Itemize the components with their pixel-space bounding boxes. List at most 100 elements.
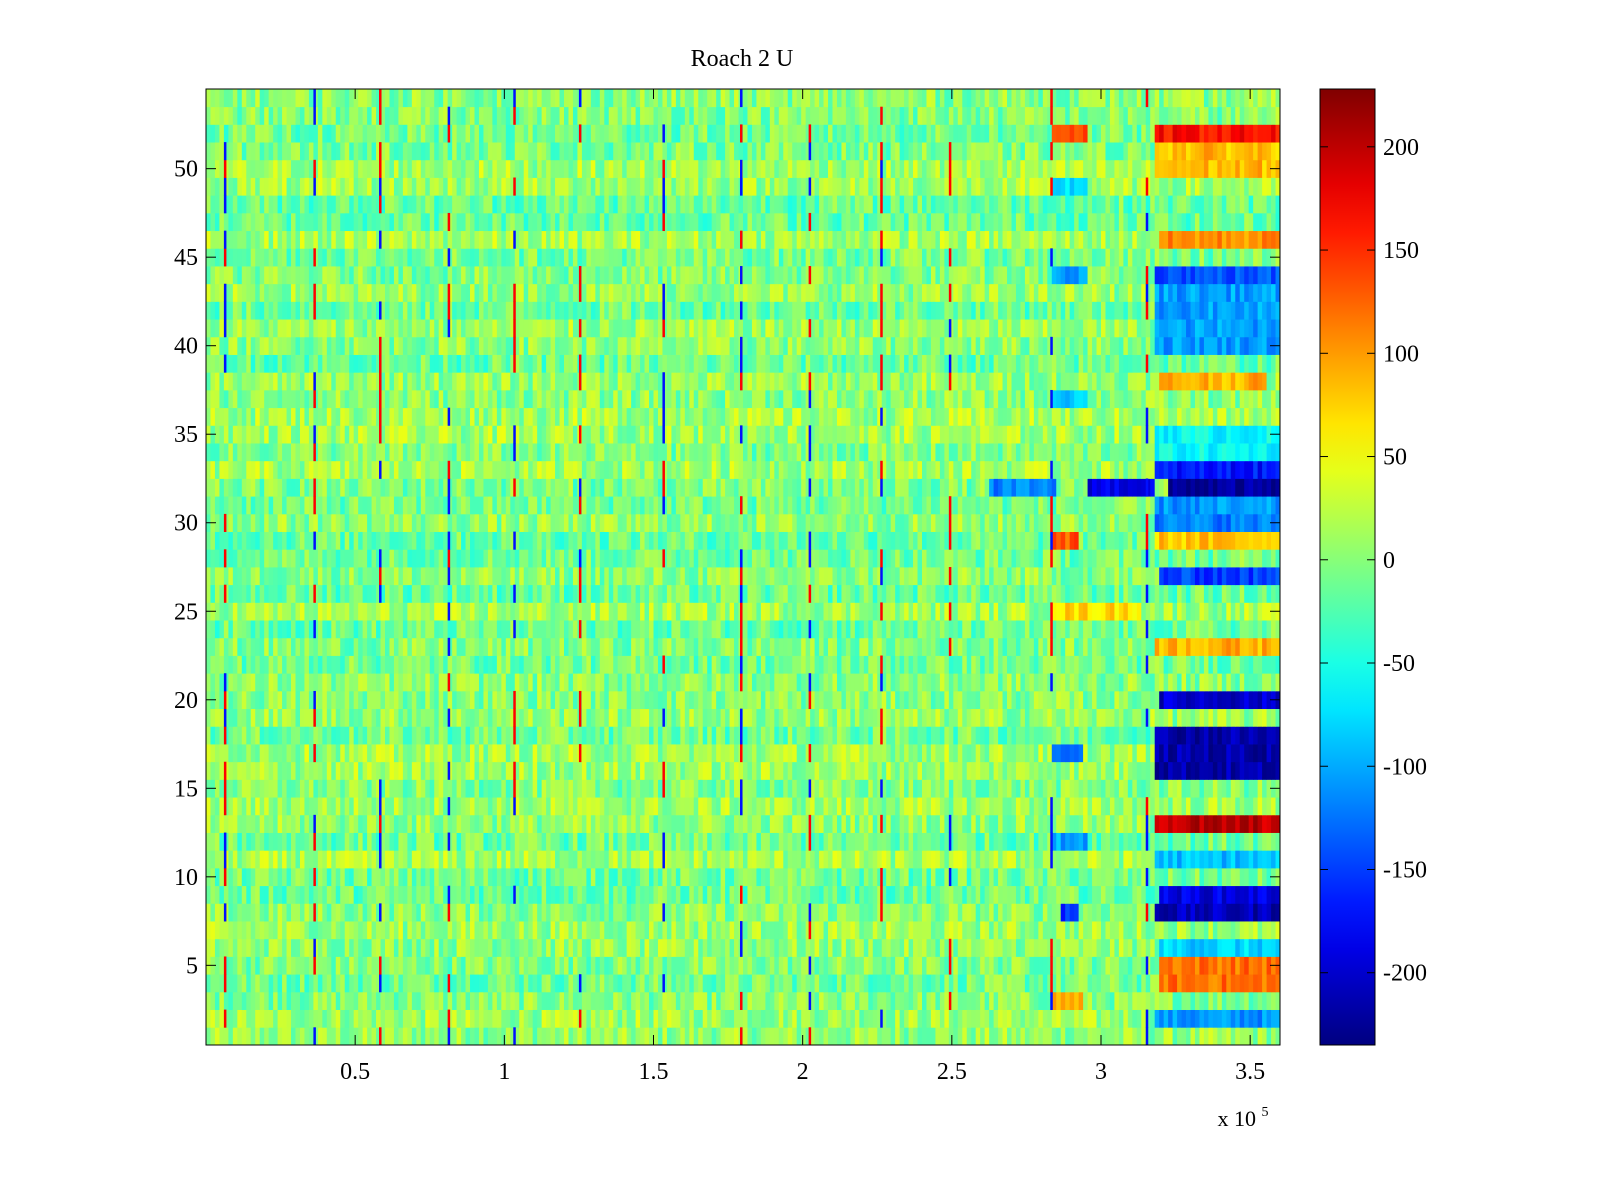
heatmap-cell (291, 885, 296, 904)
heatmap-cell (550, 850, 556, 869)
heatmap-cell (304, 673, 310, 692)
heatmap-cell (734, 903, 739, 922)
heatmap-cell (595, 814, 601, 833)
heatmap-cell (470, 761, 475, 780)
heatmap-cell (304, 956, 310, 975)
heatmap-cell (237, 779, 243, 798)
heatmap-cell (1038, 1009, 1044, 1028)
heatmap-cell (1145, 938, 1151, 957)
heatmap-cell (358, 814, 364, 833)
heatmap-cell (1181, 956, 1187, 975)
heatmap-cell (259, 938, 265, 957)
heatmap-cell (398, 814, 404, 833)
heatmap-cell (1271, 761, 1276, 780)
heatmap-cell (367, 1009, 372, 1028)
heatmap-cell (1127, 885, 1133, 904)
heatmap-cell (707, 1027, 713, 1046)
heatmap-cell (438, 761, 444, 780)
heatmap-cell (922, 938, 927, 957)
heatmap-cell (939, 761, 945, 780)
heatmap-cell (371, 850, 377, 869)
heatmap-cell (908, 991, 914, 1010)
heatmap-cell (792, 956, 798, 975)
heatmap-cell (487, 974, 493, 993)
heatmap-cell (1056, 1009, 1062, 1028)
heatmap-cell (273, 1009, 279, 1028)
heatmap-cell (1163, 779, 1169, 798)
heatmap-cell (599, 744, 605, 763)
heatmap-cell (277, 956, 283, 975)
heatmap-cell (1092, 761, 1097, 780)
heatmap-cell (1114, 797, 1120, 816)
heatmap-cell (975, 921, 981, 940)
heatmap-cell (1235, 779, 1241, 798)
heatmap-cell (1244, 761, 1250, 780)
heatmap-cell (1168, 744, 1173, 763)
heatmap-cell (537, 814, 543, 833)
heatmap-cell (268, 921, 274, 940)
heatmap-cell (944, 903, 950, 922)
heatmap-cell (295, 1009, 301, 1028)
heatmap-cell (1208, 744, 1214, 763)
heatmap-cell (277, 761, 283, 780)
heatmap-cell (783, 1009, 789, 1028)
heatmap-cell (595, 690, 601, 710)
heatmap-cell (850, 779, 856, 798)
heatmap-cell (376, 797, 381, 816)
heatmap-cell (1127, 814, 1133, 833)
heatmap-cell (264, 974, 270, 993)
heatmap-cell (626, 938, 632, 957)
heatmap-cell (586, 921, 592, 940)
heatmap-cell (989, 832, 994, 851)
heatmap-cell (286, 690, 292, 710)
heatmap-cell (877, 832, 883, 851)
heatmap-cell (702, 690, 708, 710)
heatmap-cell (385, 885, 390, 904)
heatmap-cell (1020, 991, 1026, 1010)
heatmap-cell (1262, 726, 1267, 745)
heatmap-cell (1203, 690, 1209, 710)
heatmap-cell (1181, 761, 1187, 780)
heatmap-cell (765, 779, 771, 798)
heatmap-cell (653, 938, 659, 957)
heatmap-cell (1262, 708, 1267, 727)
heatmap-cell (1038, 1027, 1044, 1046)
heatmap-cell (1007, 832, 1012, 851)
heatmap-cell (1109, 885, 1115, 904)
heatmap-cell (259, 974, 265, 993)
heatmap-cell (416, 690, 422, 710)
heatmap-cell (953, 673, 959, 692)
heatmap-cell (765, 974, 771, 993)
heatmap-cell (877, 991, 883, 1010)
heatmap-cell (447, 867, 453, 887)
heatmap-cell (836, 903, 842, 922)
heatmap-cell (966, 1027, 972, 1046)
heatmap-cell (331, 991, 337, 1010)
heatmap-cell (344, 1027, 350, 1046)
heatmap-cell (675, 797, 681, 816)
heatmap-cell (693, 903, 699, 922)
heatmap-cell (1168, 903, 1173, 922)
heatmap-cell (595, 726, 601, 745)
heatmap-cell (1150, 1027, 1156, 1046)
heatmap-cell (210, 921, 216, 940)
heatmap-cell (586, 991, 592, 1010)
heatmap-cell (604, 938, 610, 957)
heatmap-cell (810, 850, 816, 869)
heatmap-cell (487, 690, 493, 710)
heatmap-cell (890, 726, 896, 745)
heatmap-cell (845, 974, 851, 993)
heatmap-cell (747, 1027, 753, 1046)
heatmap-cell (420, 850, 426, 869)
heatmap-cell (505, 938, 511, 957)
heatmap-cell (729, 779, 735, 798)
heatmap-cell (653, 1009, 659, 1028)
heatmap-cell (1159, 921, 1165, 940)
heatmap-cell (407, 1027, 413, 1046)
heatmap-cell (295, 779, 301, 798)
heatmap-cell (868, 1009, 874, 1028)
heatmap-cell (590, 814, 596, 833)
heatmap-cell (1033, 708, 1039, 727)
heatmap-cell (666, 832, 672, 851)
heatmap-cell (1262, 867, 1267, 887)
